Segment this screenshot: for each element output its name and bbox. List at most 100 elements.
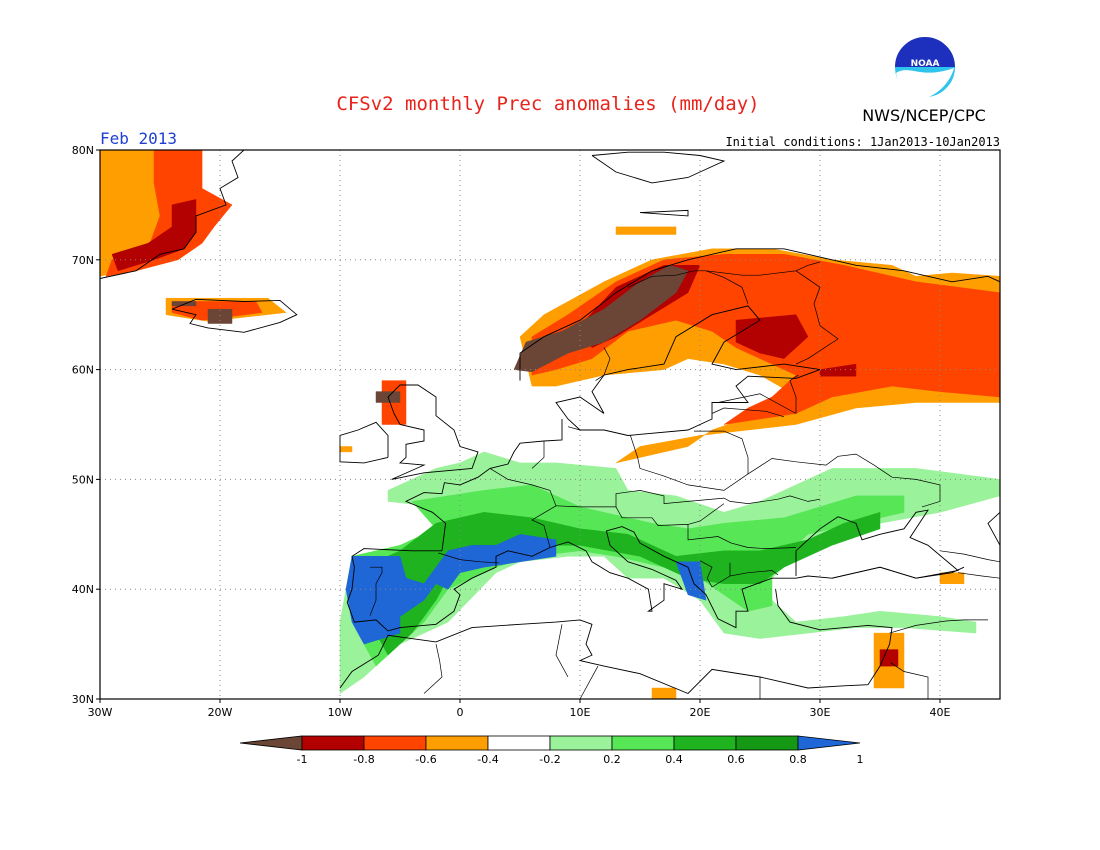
anomaly-region-russia-dry-strong-2 [819,363,857,377]
colorbar-label: -0.8 [353,753,374,766]
greenland-coast [99,149,245,279]
border-2 [555,490,821,508]
figure-title: CFSv2 monthly Prec anomalies (mm/day) [336,93,759,115]
iberia-coast [346,526,965,632]
anomaly-region-biscay-dry [339,446,353,453]
colorbar-label: 0.4 [665,753,683,766]
coastlines [99,149,1001,695]
colorbar-segment-pos-06 [673,735,737,751]
anomaly-region-iberia-france-wet-extreme [345,534,557,645]
colorbar-label: -0.6 [415,753,436,766]
france-coast [404,419,563,551]
anomaly-region-levant-dry-strong [879,649,899,667]
border-17 [627,270,749,304]
border-26 [957,572,1001,579]
border-15 [705,261,821,276]
colorbar-label: -0.4 [477,753,498,766]
lon-tick-label: 20W [208,706,233,719]
lat-tick-label: 30N [72,693,94,706]
anomaly-region-svalbard-dry [615,226,677,235]
colorbar-segment-pos-02 [549,735,613,751]
lat-tick-label: 40N [72,583,94,596]
svalbard-coast [591,151,726,184]
colorbar: -1 -0.8 -0.6 -0.4 -0.2 0.2 0.4 0.6 0.8 1 [239,735,864,766]
colorbar-segment-neg-08 [301,735,365,751]
lat-tick-label: 70N [72,254,94,267]
novaya-coast [639,209,689,217]
scandinavia-coast [519,248,1001,381]
organization-label: NWS/NCEP/CPC [862,106,986,125]
colorbar-segment-pos-04 [611,735,675,751]
caspian-coast [987,511,1001,546]
border-24 [889,619,988,634]
anomaly-region-africa-dry [651,687,677,700]
border-13 [711,407,785,418]
border-6 [615,503,725,526]
border-18 [369,566,383,616]
border-27 [939,550,1001,563]
anomaly-region-balkans-wet-extreme [675,561,707,601]
border-19 [438,552,499,564]
anomaly-region-greenland-dry-mid [105,149,233,277]
colorbar-label: 0.8 [789,753,807,766]
colorbar-segment-neg-06 [363,735,427,751]
anomaly-region-russia-dry-strong [735,314,809,359]
border-11 [789,374,799,414]
country-borders [369,261,1001,700]
colorbar-label: 0.6 [727,753,745,766]
baltic-coast [555,305,821,436]
ireland-coast [339,421,389,464]
colorbar-segment-neg-04 [425,735,489,751]
initial-conditions: Initial conditions: 1Jan2013-10Jan2013 [725,135,1000,149]
border-22 [579,665,599,700]
border-7 [687,524,797,549]
border-4 [567,426,581,431]
border-9 [699,560,731,588]
iceland-coast [171,298,298,333]
map-background [100,150,1000,699]
lon-tick-label: 30E [810,706,831,719]
border-14 [595,347,611,381]
map-frame [99,149,1001,700]
border-25 [890,662,929,699]
colorbar-segment-neg-low-arrow [239,735,303,751]
lat-tick-label: 50N [72,473,94,486]
lon-tick-label: 10E [570,706,591,719]
north-africa-coast [339,589,893,695]
anomaly-region-norway-dry-extreme [513,265,689,373]
colorbar-label: -0.2 [539,753,560,766]
colorbar-label: 1 [857,753,864,766]
border-12 [717,393,797,414]
colorbar-segment-neg-02 [487,735,551,751]
border-1 [489,468,557,548]
colorbar-segment-pos-08 [735,735,799,751]
britain-coast [387,384,479,480]
graticule [100,150,1000,699]
border-8 [729,562,779,577]
lon-tick-label: 30W [88,706,113,719]
border-16 [795,270,839,365]
lon-tick-label: 0 [457,706,464,719]
noaa-logo: NOAA [893,35,957,99]
lon-tick-label: 20E [690,706,711,719]
colorbar-label: 0.2 [603,753,621,766]
colorbar-label: -1 [297,753,308,766]
black-sea-coast [795,509,960,579]
anomaly-layer [99,149,1001,700]
border-21 [555,624,569,678]
noaa-logo-text: NOAA [911,59,940,69]
lat-tick-label: 60N [72,364,94,377]
border-3 [531,441,545,469]
lon-tick-label: 10W [328,706,353,719]
colorbar-segment-pos-high-arrow [797,735,861,751]
border-20 [423,644,443,694]
lon-tick-label: 40E [930,706,951,719]
forecast-month: Feb 2013 [100,129,177,148]
anomaly-region-iceland-dry-extreme-2 [207,308,233,324]
anomaly-region-iceland-dry-extreme [171,301,197,307]
border-10 [747,453,941,508]
lat-tick-label: 80N [72,144,94,157]
